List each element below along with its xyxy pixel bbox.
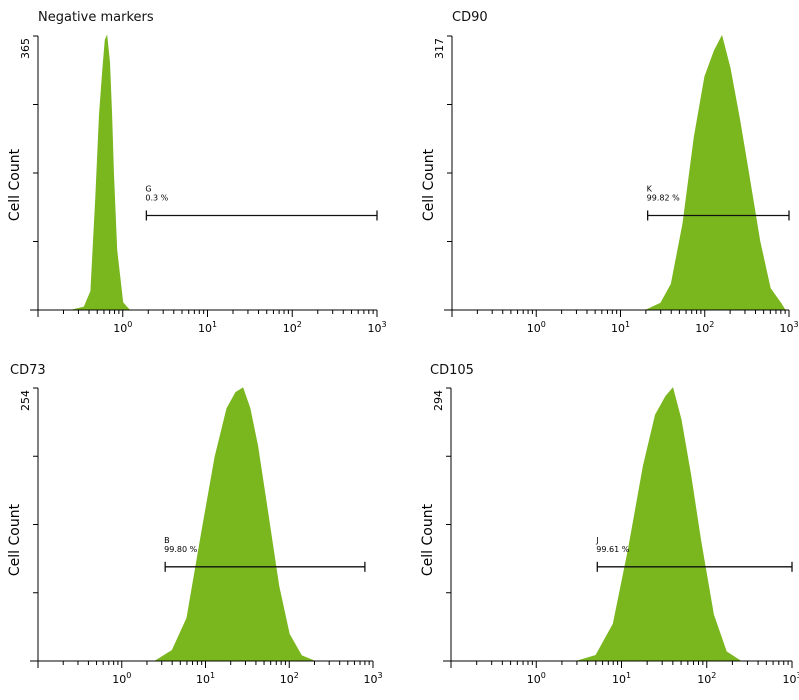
histogram-area [153, 387, 315, 662]
x-tick-label: 102 [697, 671, 716, 686]
y-axis-title: Cell Count [421, 148, 437, 221]
x-tick-label: 101 [198, 320, 217, 335]
histogram-chart: 254 Cell Count 100 101 102 103 B99.80 % [7, 387, 383, 686]
x-tick-label: 101 [196, 671, 215, 686]
histogram-panel-negative-markers: Negative markers 365 Cell Count 100 101 102 1… [0, 0, 400, 345]
x-tick-label: 101 [611, 320, 630, 335]
histogram-area [645, 34, 786, 311]
histogram-chart: 317 Cell Count 100 101 102 103 K99.82 % [421, 34, 799, 335]
panel-title: Negative markers [38, 10, 154, 25]
x-tick-label: 103 [363, 671, 382, 686]
x-tick-label: 100 [527, 671, 546, 686]
y-axis-title: Cell Count [420, 503, 436, 576]
x-tick-label: 102 [695, 320, 714, 335]
x-tick-label: 102 [283, 320, 302, 335]
y-max-label: 317 [433, 38, 446, 59]
x-tick-label: 100 [112, 671, 131, 686]
y-max-label: 254 [19, 390, 32, 411]
x-tick-label: 101 [612, 671, 631, 686]
histogram-chart: 365 Cell Count 100 101 102 103 G0.3 % [7, 34, 387, 335]
x-tick-label: 102 [280, 671, 299, 686]
gate-name: G [145, 184, 151, 193]
histogram-panel-cd105: CD105 294 Cell Count 100 101 102 103 J99.61 % [410, 355, 799, 700]
gate-percent: 0.3 % [145, 193, 168, 202]
panel-title: CD73 [10, 363, 46, 378]
histogram-panel-cd73: CD73 254 Cell Count 100 101 102 103 B 99.80 % [0, 355, 400, 700]
histogram-area [576, 387, 743, 662]
x-tick-label: 103 [779, 320, 798, 335]
gate-name: B [164, 536, 170, 545]
y-axis-title: Cell Count [7, 503, 23, 576]
panel-title: CD105 [430, 363, 474, 378]
y-max-label: 294 [432, 390, 445, 411]
gate-percent: 99.82 % [647, 193, 680, 202]
gate-percent: 99.80 % [164, 545, 197, 554]
gate-name: J [595, 536, 598, 545]
y-axis-title: Cell Count [7, 148, 23, 221]
histogram-chart: 294 Cell Count 100 101 102 103 J99.61 % [420, 387, 799, 686]
x-tick-label: 100 [113, 320, 132, 335]
gate-name: K [647, 184, 653, 193]
histogram-area [71, 34, 131, 311]
x-tick-label: 103 [782, 671, 799, 686]
x-tick-label: 100 [527, 320, 546, 335]
gate-percent: 99.61 % [596, 545, 629, 554]
y-max-label: 365 [19, 38, 32, 59]
histogram-panel-cd90: CD90 317 Cell Count 100 101 102 103 K 99.82 % [410, 0, 799, 345]
x-tick-label: 103 [367, 320, 386, 335]
panel-title: CD90 [452, 10, 488, 25]
